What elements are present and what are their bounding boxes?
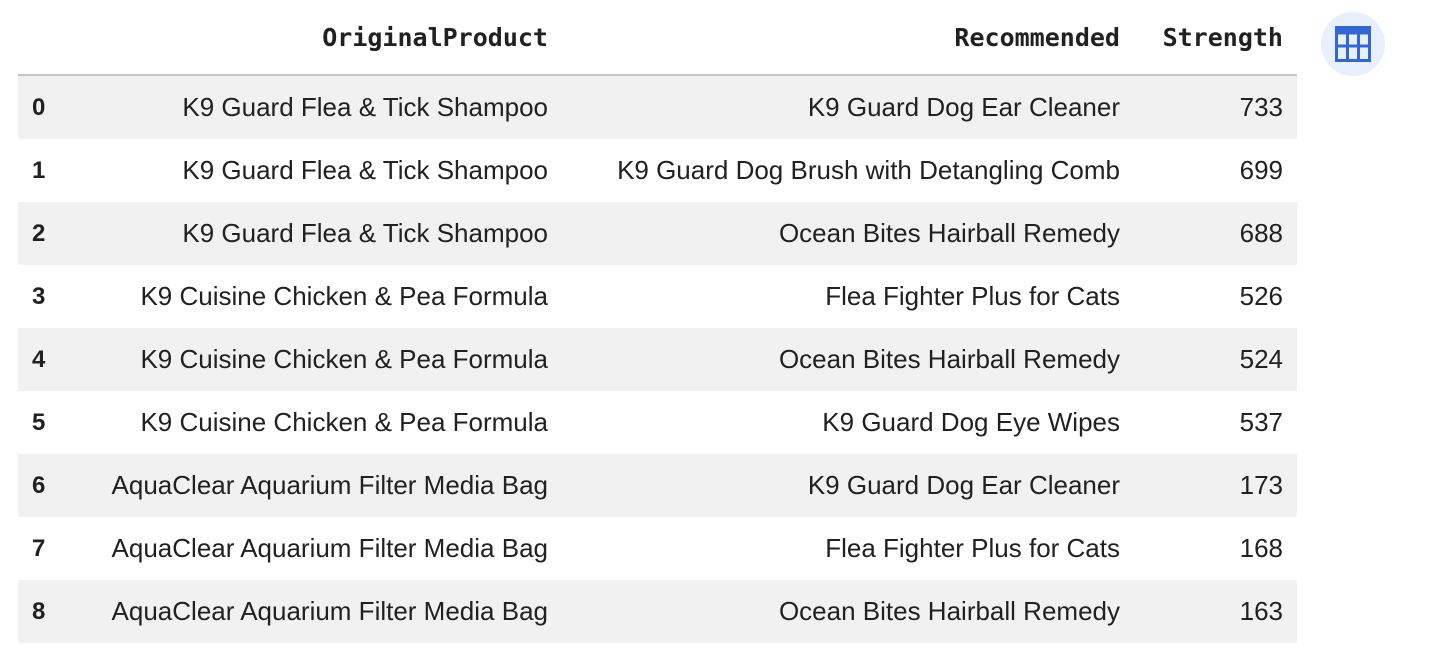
table-row: 0 K9 Guard Flea & Tick Shampoo K9 Guard Do… xyxy=(18,75,1297,139)
row-index: 8 xyxy=(18,580,62,643)
row-index: 7 xyxy=(32,534,46,562)
original-product-cell: K9 Guard Flea & Tick Shampoo xyxy=(62,75,562,139)
strength-cell: 524 xyxy=(1134,328,1297,391)
header-recommended: Recommended xyxy=(562,0,1134,76)
recommended-cell: Ocean Bites Hairball Remedy xyxy=(562,580,1134,643)
original-product-cell: AquaClear Aquarium Filter Media Bag xyxy=(62,454,562,517)
table-row: 6 AquaClear Aquarium Filter Media Bag K9 G… xyxy=(18,454,1297,517)
row-index: 0 xyxy=(18,75,62,139)
table-row: 5 K9 Cuisine Chicken & Pea Formula K9 Guar… xyxy=(18,391,1297,454)
strength-cell: 733 xyxy=(1134,75,1297,139)
interactive-table-button[interactable] xyxy=(1321,12,1385,76)
original-product-cell: K9 Cuisine Chicken & Pea Formula xyxy=(140,407,548,437)
recommended-cell: Ocean Bites Hairball Remedy xyxy=(562,328,1134,391)
header-row: OriginalProduct Recommended Strength xyxy=(18,0,1297,76)
row-index: 2 xyxy=(18,202,62,265)
recommended-cell: K9 Guard Dog Brush with Detangling Comb xyxy=(617,155,1120,185)
table-row: 8 AquaClear Aquarium Filter Media Bag Ocea… xyxy=(18,580,1297,643)
strength-cell: 688 xyxy=(1134,202,1297,265)
strength-cell: 163 xyxy=(1134,580,1297,643)
strength-cell: 526 xyxy=(1239,281,1283,311)
recommended-cell: K9 Guard Dog Eye Wipes xyxy=(822,407,1120,437)
recommended-cell: K9 Guard Dog Ear Cleaner xyxy=(562,454,1134,517)
original-product-cell: AquaClear Aquarium Filter Media Bag xyxy=(62,580,562,643)
recommended-cell: K9 Guard Dog Ear Cleaner xyxy=(562,75,1134,139)
recommended-cell: Flea Fighter Plus for Cats xyxy=(825,281,1120,311)
table-row: 1 K9 Guard Flea & Tick Shampoo K9 Guard Do… xyxy=(18,139,1297,202)
strength-cell: 168 xyxy=(1239,533,1283,563)
header-strength: Strength xyxy=(1134,0,1297,76)
strength-cell: 699 xyxy=(1239,155,1283,185)
row-index: 4 xyxy=(18,328,62,391)
original-product-cell: AquaClear Aquarium Filter Media Bag xyxy=(111,533,548,563)
row-index: 3 xyxy=(32,282,46,310)
strength-cell: 537 xyxy=(1239,407,1283,437)
header-original-product: OriginalProduct xyxy=(62,0,562,76)
recommended-cell: Ocean Bites Hairball Remedy xyxy=(562,202,1134,265)
table-row: 7 AquaClear Aquarium Filter Media Bag Flea… xyxy=(18,517,1297,580)
table-row: 2 K9 Guard Flea & Tick Shampoo Ocean Bites… xyxy=(18,202,1297,265)
strength-cell: 173 xyxy=(1134,454,1297,517)
table-row: 3 K9 Cuisine Chicken & Pea Formula Flea Fi… xyxy=(18,265,1297,328)
original-product-cell: K9 Guard Flea & Tick Shampoo xyxy=(62,202,562,265)
row-index: 5 xyxy=(32,408,46,436)
dataframe-table: OriginalProduct Recommended Strength 0 K9… xyxy=(18,0,1297,643)
original-product-cell: K9 Cuisine Chicken & Pea Formula xyxy=(140,281,548,311)
recommended-cell: Flea Fighter Plus for Cats xyxy=(825,533,1120,563)
row-index: 1 xyxy=(32,156,46,184)
row-index: 6 xyxy=(18,454,62,517)
table-icon xyxy=(1335,26,1371,62)
original-product-cell: K9 Cuisine Chicken & Pea Formula xyxy=(62,328,562,391)
header-index xyxy=(18,0,62,76)
original-product-cell: K9 Guard Flea & Tick Shampoo xyxy=(182,155,548,185)
table-row: 4 K9 Cuisine Chicken & Pea Formula Ocean B… xyxy=(18,328,1297,391)
